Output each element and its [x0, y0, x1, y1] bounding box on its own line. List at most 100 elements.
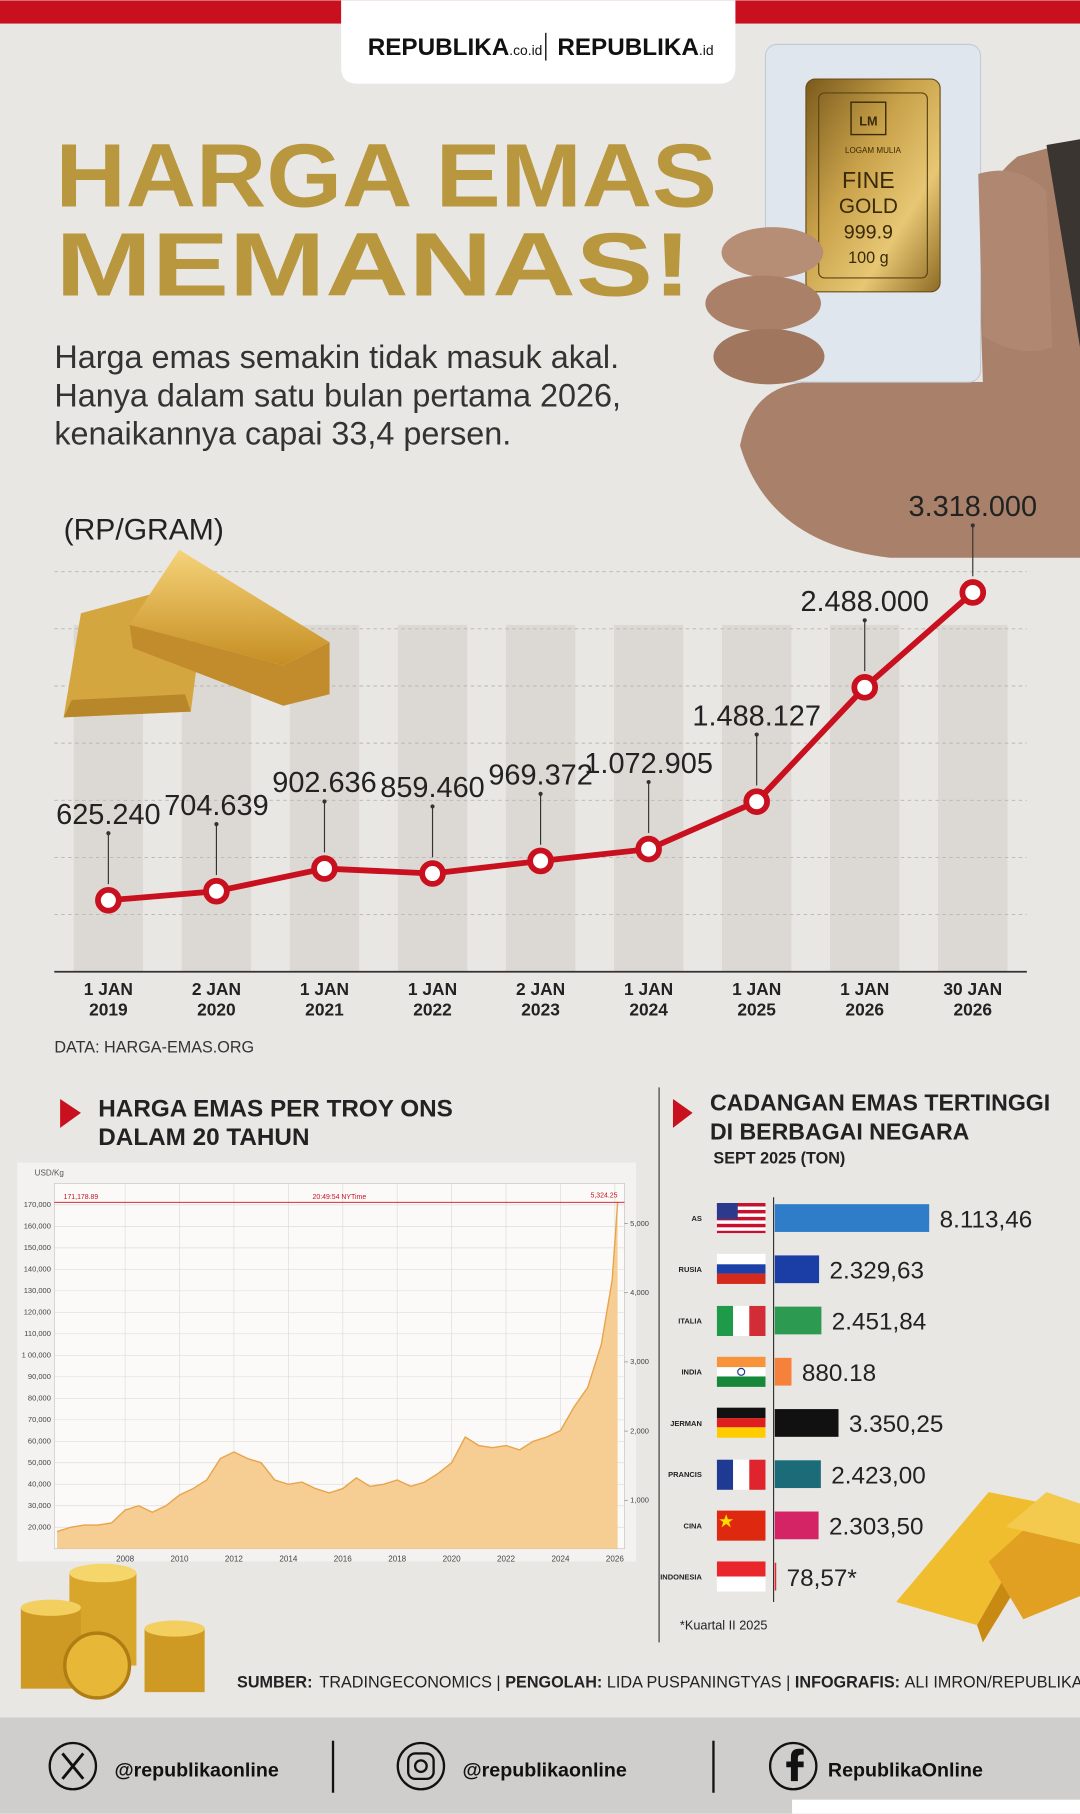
y-tick-label: 70,000 — [28, 1415, 51, 1424]
reference-label: 5,324.25 — [591, 1193, 618, 1200]
section-marker — [672, 1098, 693, 1128]
point — [635, 835, 662, 863]
y-tick-label: 120,000 — [24, 1308, 51, 1317]
point — [419, 860, 446, 887]
flag-fr — [716, 1459, 766, 1490]
point — [95, 886, 122, 914]
y2-tick-label: 4,000 — [630, 1288, 649, 1297]
logo-text: REPUBLIKA — [368, 34, 510, 61]
value-label: 2.303,50 — [829, 1514, 923, 1541]
x-tick-label: 2012 — [225, 1554, 243, 1563]
intro: Harga emas semakin tidak masuk akal. — [54, 339, 619, 375]
title: HARGA EMAS — [56, 125, 717, 226]
reference-label: 171,178.89 — [64, 1194, 99, 1201]
value-label: 704.639 — [164, 790, 268, 822]
credit-value: TRADINGECONOMICS | — [319, 1674, 500, 1692]
x-tick-label: 2016 — [334, 1554, 352, 1563]
value-label: 2.451,84 — [832, 1309, 926, 1336]
y-tick-label: 40,000 — [28, 1480, 51, 1489]
leader-dot — [970, 523, 975, 528]
intro: Hanya dalam satu bulan pertama 2026, — [54, 377, 621, 413]
credit-value: LIDA PUSPANINGTYAS | — [607, 1674, 790, 1692]
flag-cn — [716, 1510, 766, 1541]
leader-dot — [862, 618, 867, 623]
footnote: *Kuartal II 2025 — [680, 1618, 768, 1633]
point — [203, 877, 230, 905]
value-label: 1.488.127 — [692, 700, 821, 732]
leader-dot — [214, 822, 219, 827]
flags — [716, 1203, 766, 1592]
social-handle[interactable]: RepublikaOnline — [828, 1760, 983, 1782]
chart-subtitle: SEPT 2025 (TON) — [713, 1150, 845, 1168]
value-label: 2.488.000 — [800, 586, 929, 618]
leader-dot — [754, 732, 759, 737]
flag-us — [716, 1203, 766, 1234]
gold-bars-illustration — [896, 1492, 1080, 1643]
section-marker — [60, 1098, 81, 1128]
logo: REPUBLIKA.id — [557, 34, 713, 61]
x-tick-label: 30 JAN 2026 — [943, 979, 1003, 1021]
x-tick-label: 2 JAN 2023 — [515, 979, 566, 1021]
x-tick-label: 30 JAN 2026 — [943, 979, 1003, 1021]
y-tick-label: 140,000 — [24, 1265, 51, 1274]
bar — [774, 1562, 777, 1591]
y-tick-label: 130,000 — [24, 1286, 51, 1295]
leader-dot — [322, 799, 327, 804]
bar — [774, 1204, 930, 1232]
bar — [774, 1306, 822, 1335]
bar — [774, 1460, 821, 1489]
flag-id — [716, 1561, 766, 1592]
x-tick-label: 1 JAN 2022 — [408, 980, 457, 1020]
point — [851, 674, 879, 701]
value-label: 3.350,25 — [849, 1411, 943, 1438]
y-tick-label: 60,000 — [28, 1437, 51, 1446]
x-icon[interactable] — [48, 1741, 98, 1791]
x-tick-label: 1 JAN 2025 — [732, 979, 782, 1021]
y-tick-label: 50,000 — [28, 1458, 51, 1467]
facebook-icon[interactable] — [768, 1741, 818, 1791]
point — [527, 847, 554, 875]
bar-brand: LM — [859, 113, 877, 128]
column-band — [938, 624, 1008, 972]
social-handle[interactable]: @republikaonline — [114, 1760, 278, 1782]
leader-dot — [106, 831, 111, 836]
y2-tick-label: 1,000 — [630, 1496, 649, 1505]
x-tick-label: 2020 — [443, 1554, 461, 1563]
footer-corner — [792, 1799, 1080, 1814]
category-label: JERMAN — [670, 1419, 702, 1428]
bar-text: 999.9 — [844, 222, 893, 244]
credit-label: INFOGRAFIS: — [795, 1674, 900, 1692]
value-label: 969.372 — [488, 760, 592, 792]
value-label: 880.18 — [802, 1360, 876, 1387]
category-label: INDIA — [681, 1368, 702, 1377]
instagram-icon[interactable] — [396, 1741, 446, 1791]
value-label: 2.329,63 — [829, 1258, 923, 1285]
logo: REPUBLIKA.co.id — [368, 34, 543, 61]
logo-suffix: .co.id — [509, 42, 542, 58]
leader-dot — [430, 804, 435, 809]
credit-label: SUMBER: — [237, 1674, 312, 1692]
flag-ru — [716, 1253, 766, 1284]
y2-tick-label: 2,000 — [630, 1426, 649, 1435]
x-tick-label: 1 JAN 2026 — [840, 980, 889, 1020]
x-tick-label: 1 JAN 2019 — [83, 979, 133, 1021]
social-handle[interactable]: @republikaonline — [463, 1760, 627, 1782]
flag-de — [716, 1407, 766, 1438]
leader-dot — [538, 791, 543, 796]
value-label: 2.423,00 — [831, 1462, 925, 1489]
y-tick-label: 170,000 — [24, 1200, 51, 1209]
value-label: 8.113,46 — [940, 1206, 1033, 1233]
column-band — [397, 624, 468, 972]
title: MEMANAS! — [56, 214, 692, 315]
value-label: 859.460 — [380, 772, 484, 804]
category-label: CINA — [684, 1521, 703, 1530]
bar-text: FINE — [842, 167, 895, 193]
x-tick-label: 2010 — [171, 1554, 189, 1563]
bar-text: GOLD — [839, 195, 898, 218]
source: DATA: HARGA-EMAS.ORG — [54, 1039, 254, 1057]
chart-title: DALAM 20 TAHUN — [98, 1124, 309, 1151]
x-tick-label: 2 JAN 2020 — [192, 980, 241, 1020]
x-tick-label: 1 JAN 2024 — [624, 979, 674, 1021]
x-tick-label: 1 JAN 2025 — [732, 979, 782, 1021]
